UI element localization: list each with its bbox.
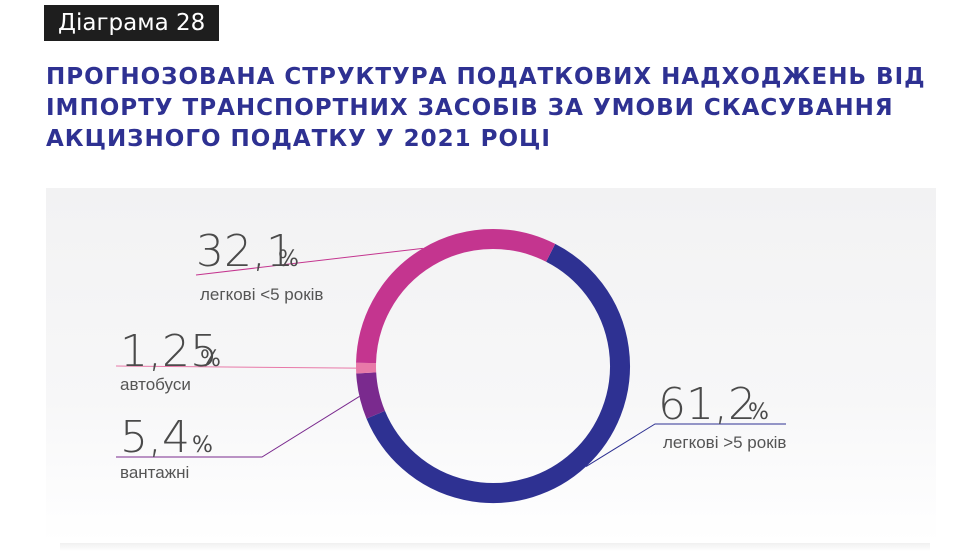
category-label-4: легкові <5 років bbox=[200, 285, 323, 304]
category-label-1: легкові >5 років bbox=[663, 433, 786, 452]
value-label-3: 1,25 bbox=[120, 326, 218, 377]
leader-line-2 bbox=[116, 396, 360, 458]
percent-sign-3: % bbox=[200, 347, 221, 372]
leader-line-1 bbox=[585, 423, 786, 467]
percent-sign-1: % bbox=[748, 400, 769, 425]
leader-line-3 bbox=[115, 365, 357, 369]
leader-line-4 bbox=[195, 247, 423, 276]
category-label-3: автобуси bbox=[120, 375, 191, 394]
donut-slice-1 bbox=[366, 243, 630, 503]
donut-slice-2 bbox=[356, 372, 386, 419]
percent-sign-4: % bbox=[278, 247, 299, 272]
diagram-number-tag: Діаграма 28 bbox=[44, 5, 220, 41]
value-label-1: 61,2 bbox=[658, 379, 756, 430]
chart-title: ПРОГНОЗОВАНА СТРУКТУРА ПОДАТКОВИХ НАДХОД… bbox=[46, 62, 946, 155]
donut-slice-4 bbox=[356, 229, 556, 364]
chart-title-line-1: ПРОГНОЗОВАНА СТРУКТУРА ПОДАТКОВИХ НАДХОД… bbox=[46, 64, 926, 90]
value-label-4: 32,1 bbox=[196, 226, 294, 277]
chart-title-line-2: ІМПОРТУ ТРАНСПОРТНИХ ЗАСОБІВ ЗА УМОВИ СК… bbox=[46, 95, 894, 121]
percent-sign-2: % bbox=[192, 433, 213, 458]
value-label-2: 5,4 bbox=[120, 412, 190, 463]
chart-title-line-3: АКЦИЗНОГО ПОДАТКУ У 2021 РОЦІ bbox=[46, 126, 551, 152]
panel-shadow bbox=[60, 543, 930, 551]
category-label-2: вантажні bbox=[120, 463, 189, 482]
